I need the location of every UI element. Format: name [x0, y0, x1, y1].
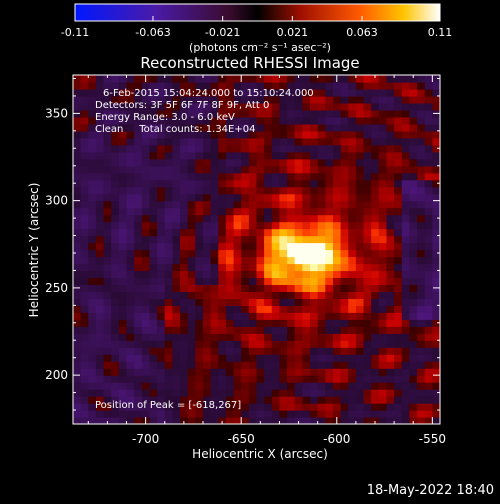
peak-position-label: Position of Peak = [-618,267]: [95, 400, 241, 411]
colorbar-tick-label: 0.021: [277, 26, 309, 39]
y-axis-label: Heliocentric Y (arcsec): [27, 183, 41, 318]
y-tick-label: 300: [45, 194, 68, 208]
footer-timestamp: 18-May-2022 18:40: [367, 483, 494, 498]
info-detectors: Detectors: 3F 5F 6F 7F 8F 9F, Att 0: [95, 100, 269, 111]
colorbar-units: (photons cm⁻² s⁻¹ asec⁻²): [189, 41, 331, 54]
info-time-range: 6-Feb-2015 15:04:24.000 to 15:10:24.000: [103, 88, 314, 99]
x-tick-label: -600: [323, 432, 350, 446]
colorbar-tick-label: -0.11: [61, 26, 89, 39]
axis-ticks: -700 -650 -600 -550 200 250 300 350: [45, 75, 446, 446]
colorbar-tick-label: 0.11: [428, 26, 453, 39]
y-tick-label: 250: [45, 281, 68, 295]
plot-frame: [72, 74, 441, 425]
y-tick-label: 350: [45, 106, 68, 120]
x-tick-label: -700: [132, 432, 159, 446]
x-tick-label: -550: [419, 432, 446, 446]
x-axis-label: Heliocentric X (arcsec): [192, 447, 328, 461]
colorbar-tick-label: -0.021: [205, 26, 240, 39]
info-clean-counts: Clean Total counts: 1.34E+04: [95, 124, 255, 135]
colorbar-tick-label: 0.063: [346, 26, 378, 39]
heatmap-cells: [73, 75, 440, 424]
y-tick-label: 200: [45, 368, 68, 382]
colorbar-tick-label: -0.063: [135, 26, 170, 39]
info-energy-range: Energy Range: 3.0 - 6.0 keV: [95, 112, 235, 123]
x-tick-label: -650: [228, 432, 255, 446]
colorbar-ticks: -0.11 -0.063 -0.021 0.021 0.063 0.11: [61, 16, 452, 39]
colorbar: [74, 3, 441, 22]
chart-title: Reconstructed RHESSI Image: [140, 54, 359, 72]
